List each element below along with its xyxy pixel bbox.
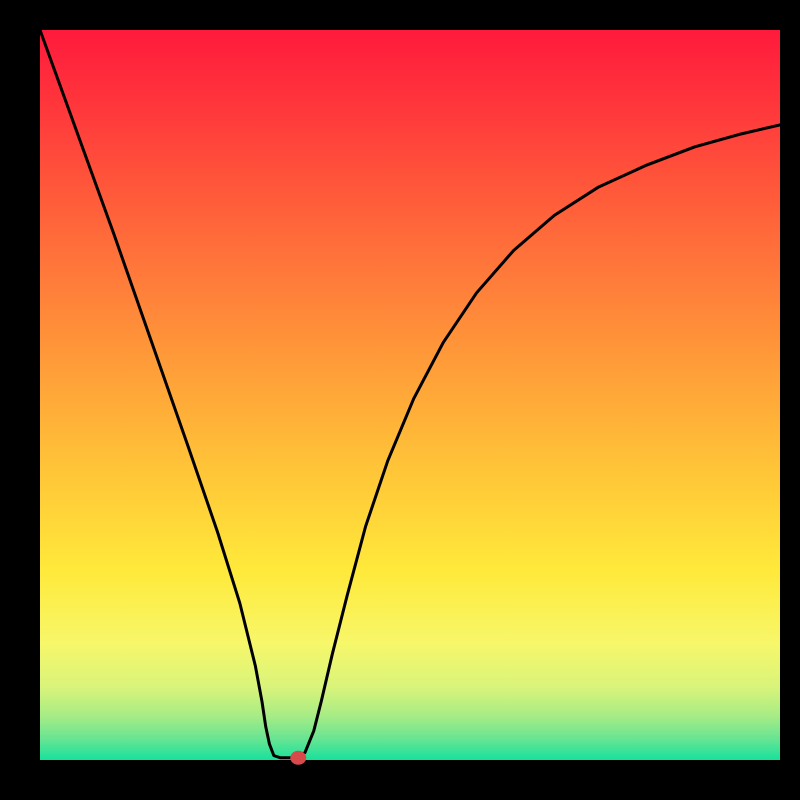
bottleneck-curve bbox=[40, 30, 780, 758]
minimum-marker bbox=[290, 751, 306, 765]
curve-layer bbox=[0, 0, 800, 800]
chart-frame: TheBottleneck.com bbox=[0, 0, 800, 800]
